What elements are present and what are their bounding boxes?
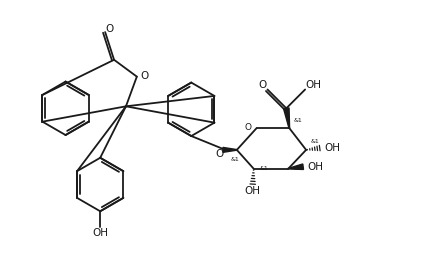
Text: &1: &1: [259, 166, 268, 171]
Text: O: O: [141, 71, 149, 81]
Text: OH: OH: [245, 187, 261, 197]
Text: OH: OH: [92, 228, 108, 238]
Polygon shape: [223, 147, 237, 152]
Text: &1: &1: [311, 139, 319, 144]
Text: O: O: [258, 79, 267, 89]
Text: &1: &1: [294, 166, 303, 171]
Text: OH: OH: [307, 162, 323, 172]
Text: OH: OH: [325, 143, 341, 153]
Polygon shape: [288, 164, 304, 169]
Text: &1: &1: [230, 157, 239, 162]
Text: &1: &1: [294, 118, 303, 123]
Text: O: O: [215, 149, 223, 159]
Text: O: O: [105, 24, 113, 34]
Polygon shape: [283, 108, 290, 128]
Text: O: O: [244, 123, 251, 132]
Text: OH: OH: [305, 79, 321, 89]
